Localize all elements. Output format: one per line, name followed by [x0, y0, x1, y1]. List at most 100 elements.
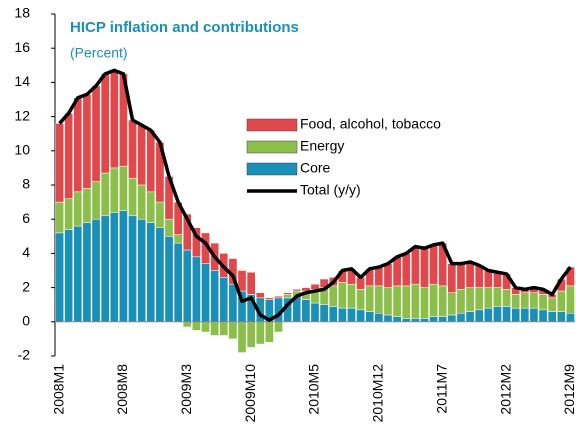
bar-segment: [328, 285, 338, 307]
x-tick-label: 2009M10: [242, 364, 258, 423]
bar-segment: [109, 167, 119, 213]
bar-segment: [219, 321, 229, 336]
bar-segment: [164, 218, 174, 237]
bar-segment: [465, 261, 475, 288]
bar-segment: [374, 313, 384, 323]
bar-segment: [91, 181, 101, 220]
bar-segment: [137, 184, 147, 220]
x-tick-label: 2010M5: [306, 364, 322, 415]
bar-segment: [73, 97, 83, 193]
bar-segment: [283, 294, 292, 299]
bar-segment: [155, 227, 165, 323]
bar-segment: [283, 292, 292, 295]
bar-segment: [474, 287, 484, 311]
bar-segment: [502, 289, 511, 307]
bar-segment: [246, 321, 256, 348]
x-tick-label: 2011M7: [433, 364, 449, 414]
bar-segment: [356, 277, 365, 290]
legend-label: Food, alcohol, tobacco: [300, 116, 441, 132]
bar-segment: [447, 314, 457, 323]
bar-segment: [192, 321, 201, 331]
bar-segment: [128, 215, 137, 323]
bar-segment: [338, 282, 347, 309]
bar-segment: [410, 246, 420, 285]
total-line: [58, 68, 572, 322]
bar-segment: [119, 210, 128, 323]
bar-segment: [338, 307, 347, 323]
legend-label: Total (y/y): [300, 182, 361, 198]
bar-segment: [383, 263, 393, 288]
bar-segment: [137, 218, 147, 323]
y-tick-label: 6: [22, 210, 30, 226]
legend-swatch: [246, 118, 298, 132]
bar-segment: [164, 236, 174, 323]
bar-segment: [511, 307, 521, 323]
bar-segment: [219, 277, 229, 323]
x-tick-label: 2012M9: [561, 364, 576, 415]
bar-segment: [401, 318, 411, 323]
bar-segment: [456, 289, 466, 314]
bar-segment: [410, 283, 420, 319]
bar-segment: [347, 307, 356, 323]
bar-segment: [246, 271, 256, 295]
bar-segment: [182, 213, 192, 251]
y-tick-label: -2: [18, 347, 31, 363]
bar-segment: [82, 222, 92, 323]
bar-segment: [511, 294, 521, 309]
bar-segment: [520, 292, 530, 309]
bar-segment: [566, 313, 575, 323]
bar-segment: [483, 270, 493, 288]
bar-segment: [429, 244, 438, 285]
bar-segment: [292, 289, 302, 292]
bar-segment: [483, 307, 493, 323]
bar-segment: [556, 311, 566, 323]
bar-segment: [201, 263, 210, 323]
bar-segment: [456, 263, 466, 290]
x-tick-label: 2008M1: [50, 364, 66, 415]
bar-segment: [319, 304, 329, 323]
x-tick-label: 2009M3: [178, 364, 194, 415]
bar-segment: [383, 314, 393, 323]
bar-segment: [201, 321, 210, 333]
bar-segment: [146, 130, 156, 193]
bar-segment: [538, 309, 548, 323]
legend-swatch: [246, 162, 298, 176]
bar-segment: [55, 232, 64, 323]
bar-segment: [210, 270, 220, 323]
bar-segment: [429, 316, 438, 323]
bar-segment: [529, 292, 539, 309]
y-tick-label: 8: [22, 176, 30, 192]
bar-segment: [64, 112, 74, 199]
bar-segment: [100, 73, 110, 174]
bar-segment: [128, 119, 137, 179]
bar-segment: [347, 283, 356, 309]
bar-segment: [301, 299, 311, 323]
bar-segment: [401, 253, 411, 287]
bar-segment: [447, 292, 457, 316]
bar-segment: [228, 283, 238, 323]
bar-segment: [55, 201, 64, 234]
bar-segment: [392, 316, 402, 323]
x-tick-label: 2008M8: [114, 364, 130, 415]
bar-segment: [146, 191, 156, 223]
bar-segment: [109, 70, 119, 169]
bar-segment: [438, 316, 448, 323]
bar-segment: [237, 270, 247, 292]
bar-segment: [474, 309, 484, 323]
bar-segment: [82, 94, 92, 189]
bar-segment: [274, 295, 283, 299]
bar-segment: [265, 321, 274, 343]
bar-segment: [374, 266, 384, 287]
bar-segment: [146, 222, 156, 323]
bar-segment: [100, 215, 110, 323]
bar-segment: [420, 248, 429, 288]
bar-segment: [429, 283, 438, 317]
bar-segment: [392, 285, 402, 317]
bar-segment: [73, 191, 83, 227]
bar-segment: [155, 201, 165, 229]
bar-segment: [365, 285, 375, 312]
bar-segment: [173, 234, 183, 244]
legend-swatch: [246, 140, 298, 154]
bar-segment: [91, 85, 101, 182]
bar-segment: [255, 321, 265, 345]
